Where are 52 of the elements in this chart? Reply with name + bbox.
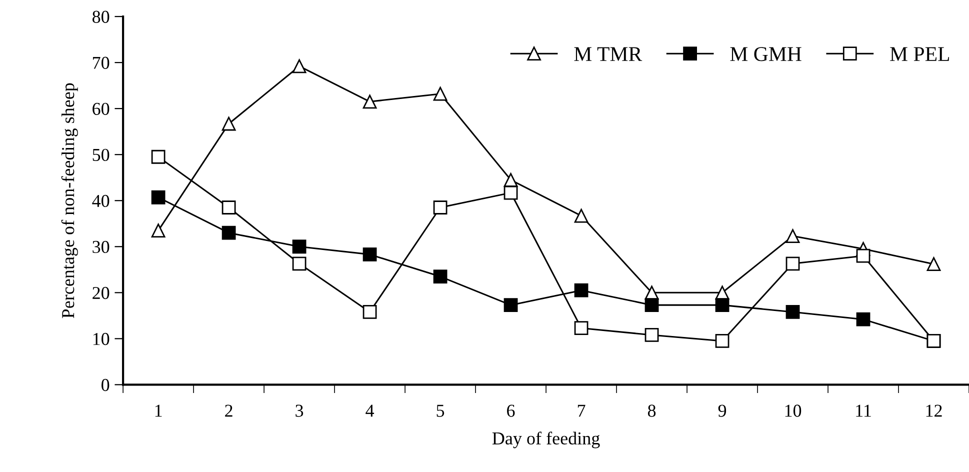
point xyxy=(856,312,870,326)
legend-label: M GMH xyxy=(730,47,802,62)
x-tick-label: 1 xyxy=(155,404,162,417)
point xyxy=(504,186,518,200)
x-tick-label: 9 xyxy=(718,404,726,417)
point xyxy=(433,86,448,101)
y-tick-label: 0 xyxy=(102,378,110,392)
point xyxy=(644,328,659,342)
x-tick-label: 10 xyxy=(785,404,802,417)
point xyxy=(222,226,236,240)
point xyxy=(644,298,659,312)
legend-label: M TMR xyxy=(574,47,642,61)
point xyxy=(786,305,800,319)
point xyxy=(151,190,166,204)
x-tick-label: 7 xyxy=(578,404,586,417)
x-tick-label: 6 xyxy=(507,404,515,417)
point xyxy=(433,200,448,214)
y-axis-title: Percentage of non-feeding sheep xyxy=(61,83,78,318)
point xyxy=(574,283,588,298)
x-tick-label: 5 xyxy=(436,404,444,417)
point xyxy=(715,298,730,312)
y-tick-label: 30 xyxy=(92,240,110,254)
point xyxy=(433,270,448,284)
y-tick-label: 50 xyxy=(92,148,110,162)
x-tick-label: 2 xyxy=(225,404,232,417)
point xyxy=(222,200,236,214)
point xyxy=(786,256,800,271)
point xyxy=(362,305,377,319)
y-tick-label: 20 xyxy=(92,286,110,300)
point xyxy=(574,208,588,223)
point xyxy=(222,116,236,131)
x-tick-label: 12 xyxy=(926,404,942,417)
legend-label: M PEL xyxy=(890,47,949,61)
point xyxy=(504,298,518,312)
point xyxy=(292,256,306,271)
point xyxy=(715,334,730,348)
x-tick-label: 3 xyxy=(296,404,304,417)
y-tick-label: 60 xyxy=(92,102,110,115)
point xyxy=(292,240,306,254)
y-tick-label: 80 xyxy=(92,10,110,23)
point xyxy=(151,150,166,164)
y-tick-label: 70 xyxy=(93,56,110,69)
x-tick-label: 11 xyxy=(856,404,871,417)
point xyxy=(856,248,870,263)
x-tick-label: 8 xyxy=(648,404,656,417)
point xyxy=(292,59,306,74)
y-tick-label: 10 xyxy=(93,332,110,346)
point xyxy=(574,321,588,336)
point xyxy=(362,248,377,262)
x-axis-title: Day of feeding xyxy=(492,432,600,448)
y-tick-label: 40 xyxy=(92,194,110,208)
x-tick-label: 4 xyxy=(366,404,374,417)
